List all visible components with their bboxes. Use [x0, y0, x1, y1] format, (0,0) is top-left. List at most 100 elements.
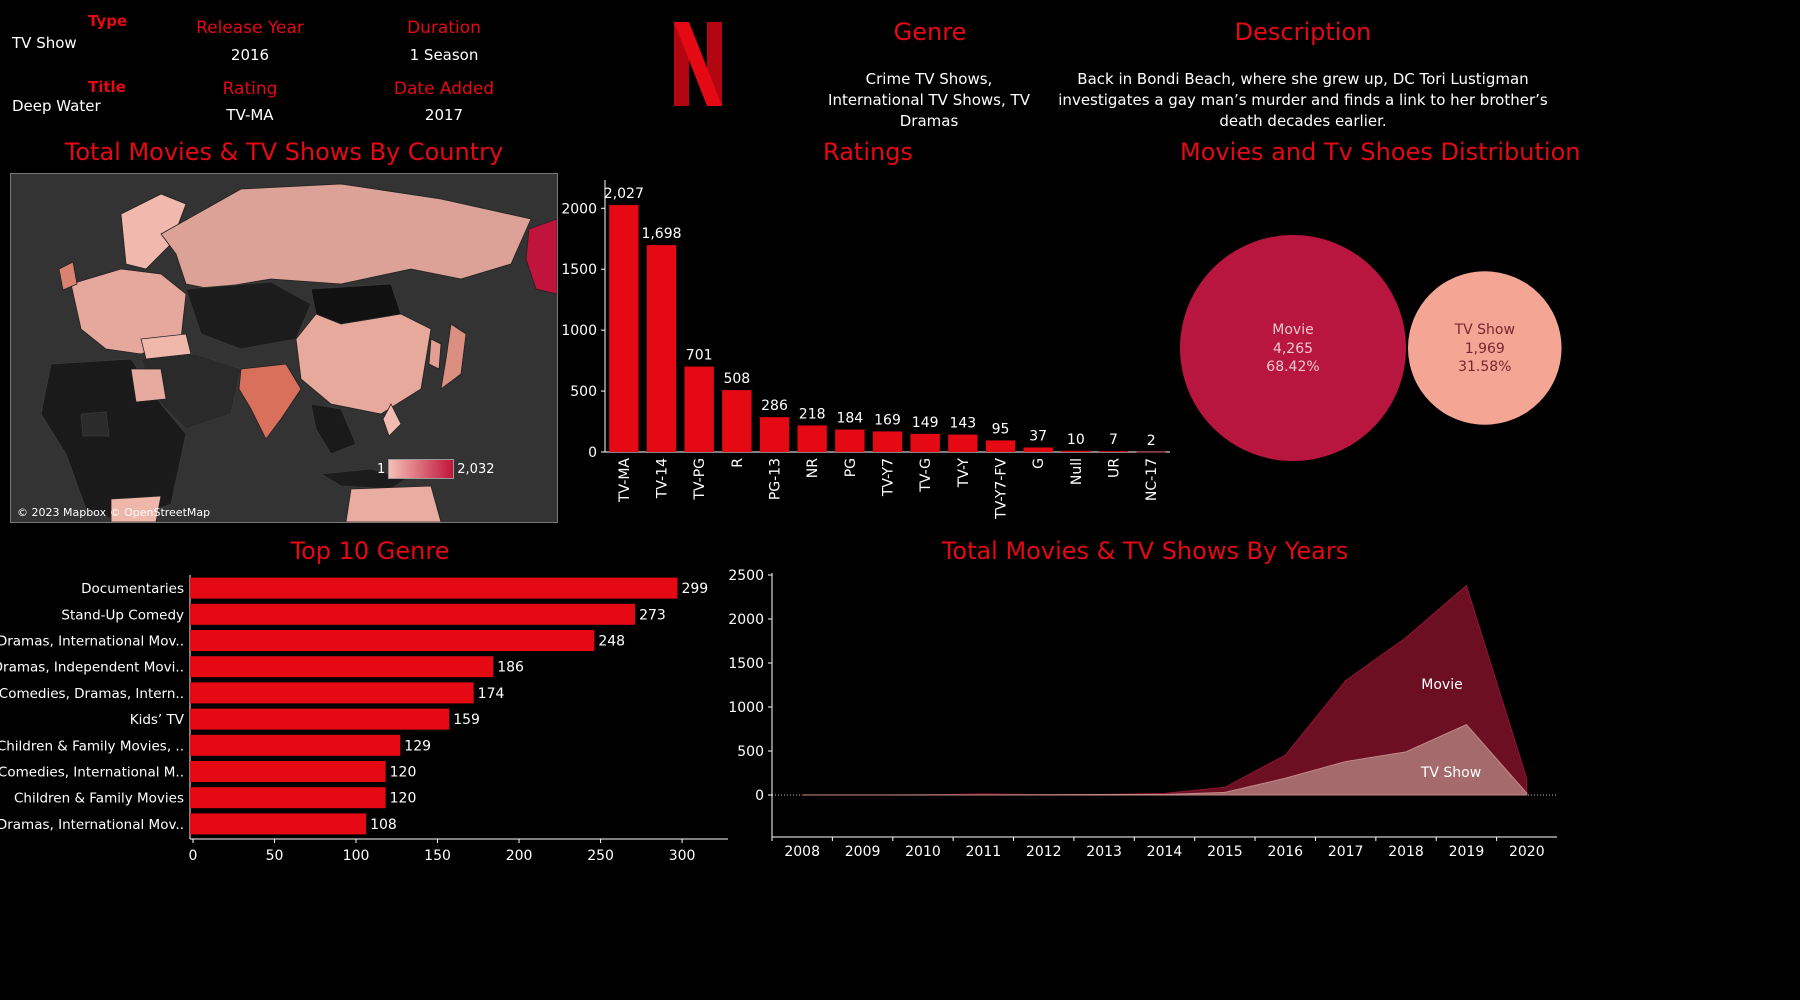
ratings-category-label: TV-MA — [617, 458, 633, 503]
distribution-bubble[interactable] — [1408, 271, 1562, 425]
ratings-bar[interactable] — [684, 366, 714, 452]
genre-x-tick-label: 200 — [506, 848, 533, 864]
genre-category-label: Dramas, Independent Movi.. — [0, 660, 184, 676]
ratings-bar-value: 169 — [874, 412, 901, 428]
russia-region — [160, 183, 532, 290]
ratings-bar[interactable] — [797, 425, 827, 452]
years-y-tick-label: 2500 — [728, 568, 764, 584]
ratings-bar-chart: 0 500 1000 1500 2000 2,027 TV-MA 1,698 TV-14 701 T… — [561, 180, 1170, 520]
genre-category-label: Dramas, International Mov.. — [0, 817, 184, 833]
ratings-y-tick-label: 2000 — [561, 201, 597, 217]
egypt-region — [130, 368, 167, 403]
nigeria-region — [80, 411, 110, 437]
ratings-bar-value: 2 — [1147, 433, 1156, 449]
ratings-bar-value: 701 — [686, 348, 713, 364]
duration-label: Duration — [407, 18, 481, 38]
ratings-bar[interactable] — [759, 417, 790, 452]
rating-value: TV-MA — [226, 106, 274, 124]
title-value: Deep Water — [12, 97, 101, 115]
years-x-tick-label: 2009 — [845, 844, 881, 860]
ratings-category-label: NR — [805, 458, 821, 478]
ratings-bar[interactable] — [1023, 447, 1053, 452]
genre-bar[interactable] — [190, 630, 595, 651]
ratings-y-tick-label: 0 — [588, 445, 597, 461]
ratings-category-label: R — [730, 458, 746, 468]
ratings-bar[interactable] — [722, 390, 752, 452]
ratings-bar[interactable] — [985, 440, 1016, 452]
release-year-label: Release Year — [196, 18, 304, 38]
years-area-series[interactable] — [802, 723, 1528, 796]
genre-bar[interactable] — [190, 603, 636, 625]
years-y-tick-label: 1500 — [728, 656, 764, 672]
title-label: Title — [88, 78, 126, 96]
ratings-bar[interactable] — [948, 434, 978, 452]
genre-category-label: Children & Family Movies, .. — [0, 738, 184, 754]
ratings-bar-value: 286 — [761, 398, 788, 414]
indonesia-region — [319, 468, 407, 490]
genre-bar[interactable] — [190, 761, 386, 782]
genre-x-tick-label: 50 — [266, 848, 284, 864]
genre-category-label: Children & Family Movies — [14, 791, 184, 807]
genre-bar[interactable] — [190, 682, 474, 704]
ratings-bar-value: 149 — [912, 415, 939, 431]
ratings-bar[interactable] — [1136, 451, 1166, 453]
map-attribution: © 2023 Mapbox © OpenStreetMap — [17, 506, 211, 519]
uk-region — [58, 261, 78, 291]
ratings-category-label: PG-13 — [768, 458, 784, 500]
ratings-category-label: NC-17 — [1144, 458, 1160, 501]
ratings-bar[interactable] — [835, 429, 865, 452]
genre-value: Crime TV Shows, International TV Shows, … — [828, 70, 1030, 130]
years-series-label: Movie — [1421, 677, 1462, 693]
ratings-bar[interactable] — [646, 245, 677, 452]
bubble-percent-label: 68.42% — [1266, 359, 1319, 375]
genre-x-tick-label: 300 — [669, 848, 696, 864]
ratings-bar-value: 184 — [836, 411, 863, 427]
turkey-region — [140, 333, 192, 360]
ratings-category-label: TV-PG — [692, 458, 708, 501]
ratings-bar[interactable] — [1098, 451, 1129, 452]
genre-x-tick-label: 250 — [587, 848, 614, 864]
top-genre-bar-chart: 0 50 100 150 200 250 300 299 Documentaries 273 Sta… — [0, 575, 728, 864]
genre-bar-value: 129 — [404, 738, 431, 754]
ratings-bar-value: 218 — [799, 406, 826, 422]
ratings-y-tick-label: 1500 — [561, 262, 597, 278]
korea-region — [428, 338, 442, 370]
genre-x-tick-label: 100 — [343, 848, 370, 864]
bubble-value-label: 4,265 — [1273, 341, 1313, 357]
ratings-bar[interactable] — [872, 431, 903, 452]
genre-bar[interactable] — [190, 656, 494, 678]
ratings-category-label: TV-Y — [956, 458, 972, 489]
years-x-tick-label: 2016 — [1267, 844, 1303, 860]
description-heading: Description — [1234, 18, 1372, 46]
ratings-bar[interactable] — [609, 204, 639, 452]
years-x-tick-label: 2012 — [1026, 844, 1062, 860]
genre-category-label: Dramas, International Mov.. — [0, 634, 184, 650]
genre-x-tick-label: 150 — [424, 848, 451, 864]
genre-bar-value: 120 — [390, 791, 417, 807]
distribution-bubble[interactable] — [1180, 235, 1406, 461]
genre-bar[interactable] — [190, 787, 386, 809]
country-map[interactable]: 1 2,032 © 2023 Mapbox © OpenStreetMap — [10, 173, 558, 523]
japan-region — [440, 323, 467, 390]
genre-bar[interactable] — [190, 813, 367, 835]
ratings-category-label: TV-Y7 — [881, 458, 897, 497]
years-x-tick-label: 2008 — [784, 844, 820, 860]
genre-bar-value: 273 — [639, 607, 666, 623]
genre-category-label: Kids’ TV — [130, 712, 185, 728]
map-legend-min: 1 — [377, 461, 386, 477]
map-legend-gradient — [388, 459, 455, 479]
southeast-asia-region — [310, 403, 357, 455]
ratings-bar-value: 95 — [992, 421, 1010, 437]
genre-bar[interactable] — [190, 734, 401, 756]
date-added-label: Date Added — [393, 79, 495, 99]
genre-bar[interactable] — [190, 708, 450, 730]
netflix-logo-icon — [674, 22, 722, 106]
genre-heading: Genre — [893, 18, 967, 46]
ratings-bar[interactable] — [910, 433, 940, 452]
ratings-bar[interactable] — [1061, 450, 1091, 452]
genre-category-label: Documentaries — [81, 581, 184, 597]
genre-category-label: Comedies, Dramas, Intern.. — [0, 686, 184, 702]
genre-bar[interactable] — [190, 577, 678, 599]
distribution-title: Movies and Tv Shoes Distribution — [1180, 138, 1581, 166]
bubble-name-label: TV Show — [1454, 322, 1515, 338]
